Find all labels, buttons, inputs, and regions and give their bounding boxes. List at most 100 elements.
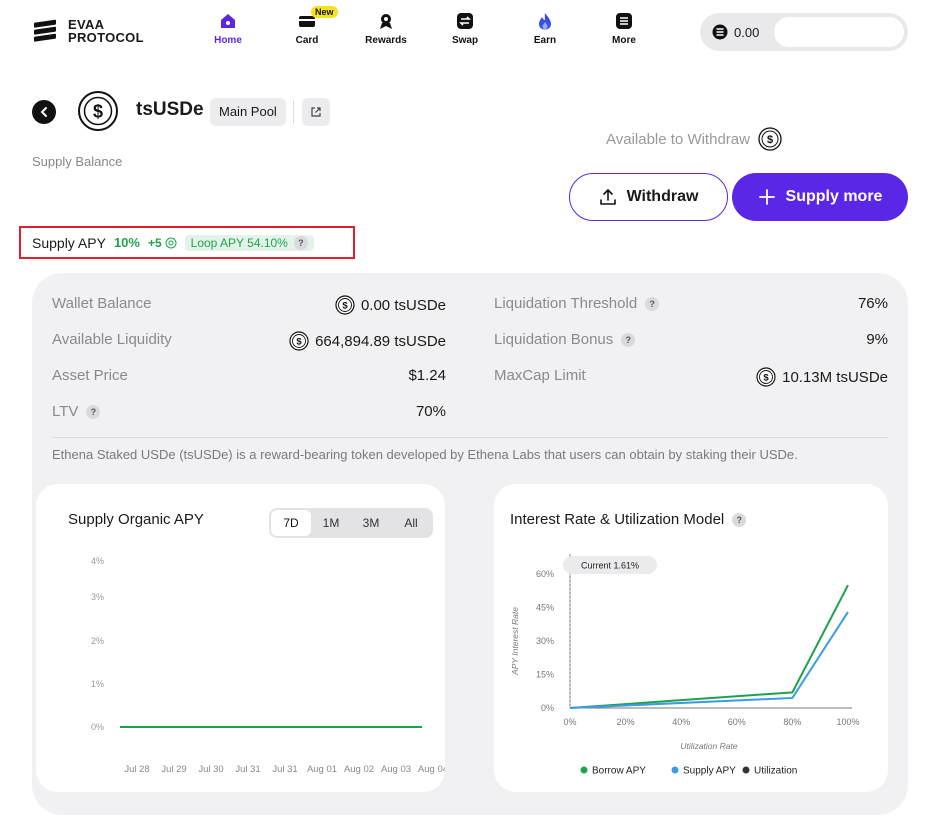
range-7d-button[interactable]: 7D — [271, 510, 311, 536]
liquidation-threshold-value: 76% — [857, 295, 888, 312]
supply-apy-bonus-value: +5 — [147, 235, 162, 250]
back-button[interactable] — [32, 100, 56, 124]
range-all-button[interactable]: All — [404, 516, 418, 530]
rewards-icon — [380, 14, 392, 29]
y-tick-label: 45% — [536, 603, 554, 613]
asset-info-panel: Wallet Balance $ 0.00 tsUSDe Available L… — [32, 273, 908, 815]
nav-swap[interactable]: Swap — [435, 12, 495, 46]
withdraw-button-label: Withdraw — [626, 188, 699, 205]
svg-text:$: $ — [767, 134, 773, 146]
chart-title: Supply Organic APY — [68, 511, 204, 528]
asset-description: Ethena Staked USDe (tsUSDe) is a reward-… — [52, 447, 798, 462]
svg-text:$: $ — [763, 373, 769, 384]
supply-more-button[interactable]: Supply more — [732, 173, 908, 221]
liquidation-bonus-value: 9% — [866, 331, 888, 348]
top-navigation: EVAA PROTOCOL Home New Card Rewards Swap… — [0, 0, 926, 70]
earn-flame-icon — [539, 13, 551, 30]
x-tick-label: 60% — [728, 717, 746, 727]
x-tick-label: 0% — [563, 717, 576, 727]
supply-apy-label: Supply APY — [32, 234, 106, 251]
supply-balance-label: Supply Balance — [32, 154, 123, 169]
help-icon[interactable]: ? — [732, 512, 747, 527]
wallet-balance-pill[interactable]: 0.00 — [700, 13, 908, 51]
upload-icon — [599, 189, 616, 205]
nav-more[interactable]: More — [594, 12, 654, 46]
chart-title: Interest Rate & Utilization Model — [510, 511, 725, 528]
y-tick-label: 4% — [91, 556, 104, 566]
time-range-selector: 7D 1M 3M All — [269, 508, 433, 538]
x-tick-label: Jul 30 — [198, 764, 223, 775]
supply-apy-line — [569, 611, 849, 709]
card-icon — [299, 16, 315, 27]
stat-label: Wallet Balance — [52, 295, 152, 312]
x-tick-label: 80% — [783, 717, 801, 727]
x-tick-label: Aug 02 — [344, 764, 374, 775]
logo-line-2: PROTOCOL — [68, 30, 144, 45]
interest-rate-model-card: Interest Rate & Utilization Model ? 60% 4… — [494, 484, 888, 792]
logo-line-1: EVAA — [68, 17, 105, 32]
y-tick-label: 60% — [536, 569, 554, 579]
nav-home[interactable]: Home — [198, 12, 258, 46]
asset-price-value: $1.24 — [408, 367, 446, 384]
legend-label: Supply APY — [683, 766, 736, 777]
nav-earn-label: Earn — [533, 35, 557, 46]
evaa-coin-icon — [712, 24, 728, 40]
new-badge: New — [311, 6, 338, 18]
help-icon[interactable]: ? — [621, 332, 636, 347]
nav-home-label: Home — [214, 35, 242, 46]
wallet-address-field[interactable] — [774, 17, 904, 47]
supply-apy-value: 10% — [113, 235, 140, 250]
x-tick-label: 40% — [672, 717, 690, 727]
legend-label: Borrow APY — [592, 766, 646, 777]
nav-rewards[interactable]: Rewards — [356, 12, 416, 46]
stat-label: LTV — [52, 403, 79, 420]
tsusde-token-icon: $ — [78, 91, 118, 131]
y-tick-label: 3% — [91, 592, 104, 602]
nav-swap-label: Swap — [451, 35, 479, 46]
tsusde-token-icon: $ — [335, 295, 355, 315]
help-icon[interactable]: ? — [645, 296, 660, 311]
stat-label: Liquidation Bonus — [494, 331, 614, 348]
evaa-logo[interactable]: EVAA PROTOCOL — [32, 18, 144, 44]
stat-label: Asset Price — [52, 367, 128, 384]
legend-marker — [671, 766, 679, 774]
supply-organic-apy-chart: 4% 3% 2% 1% 0% Jul 28 Jul 29 Jul 30 Jul 31 Jul 31… — [91, 556, 445, 775]
y-tick-label: 0% — [541, 703, 554, 713]
divider — [293, 100, 294, 124]
y-tick-label: 2% — [91, 636, 104, 646]
maxcap-limit-amount: 10.13M tsUSDe — [782, 368, 888, 386]
current-utilization-label: Current 1.61% — [581, 561, 639, 571]
x-tick-label: Jul 31 — [235, 764, 260, 775]
y-tick-label: 1% — [91, 679, 104, 689]
stat-label: Available Liquidity — [52, 331, 172, 348]
supply-organic-apy-card: Supply Organic APY 7D 1M 3M All 4% 3% 2% 1%… — [36, 484, 445, 792]
range-1m-button[interactable]: 1M — [322, 516, 340, 530]
range-3m-button[interactable]: 3M — [362, 516, 380, 530]
nav-more-label: More — [612, 35, 636, 46]
x-tick-label: 100% — [836, 717, 859, 727]
help-icon[interactable]: ? — [86, 404, 101, 419]
supply-apy-row: Supply APY 10% +5 Loop APY 54.10% ? — [19, 226, 355, 259]
tsusde-token-icon: $ — [289, 331, 309, 351]
nav-card[interactable]: New Card — [277, 6, 338, 46]
supply-more-button-label: Supply more — [785, 188, 883, 205]
external-link-button[interactable] — [302, 98, 330, 126]
wallet-balance-amount: 0.00 tsUSDe — [360, 296, 446, 314]
ltv-value: 70% — [415, 403, 446, 420]
withdraw-button[interactable]: Withdraw — [569, 173, 728, 221]
y-tick-label: 30% — [536, 636, 554, 646]
legend-marker — [742, 766, 750, 774]
x-tick-label: Jul 31 — [272, 764, 297, 775]
y-axis-title: APY Interest Rate — [510, 607, 520, 676]
nav-earn[interactable]: Earn — [515, 12, 575, 46]
more-icon — [616, 13, 632, 29]
stat-liquidation-threshold: Liquidation Threshold ? — [494, 295, 660, 312]
tsusde-token-icon: $ — [758, 127, 782, 151]
stat-value: $ 0.00 tsUSDe — [246, 295, 446, 315]
divider — [52, 437, 888, 438]
borrow-apy-line — [569, 584, 849, 709]
home-icon — [221, 14, 235, 28]
help-icon[interactable]: ? — [293, 235, 308, 250]
legend-label: Utilization — [754, 766, 797, 777]
loop-apy-badge[interactable]: Loop APY 54.10% ? — [184, 234, 314, 251]
